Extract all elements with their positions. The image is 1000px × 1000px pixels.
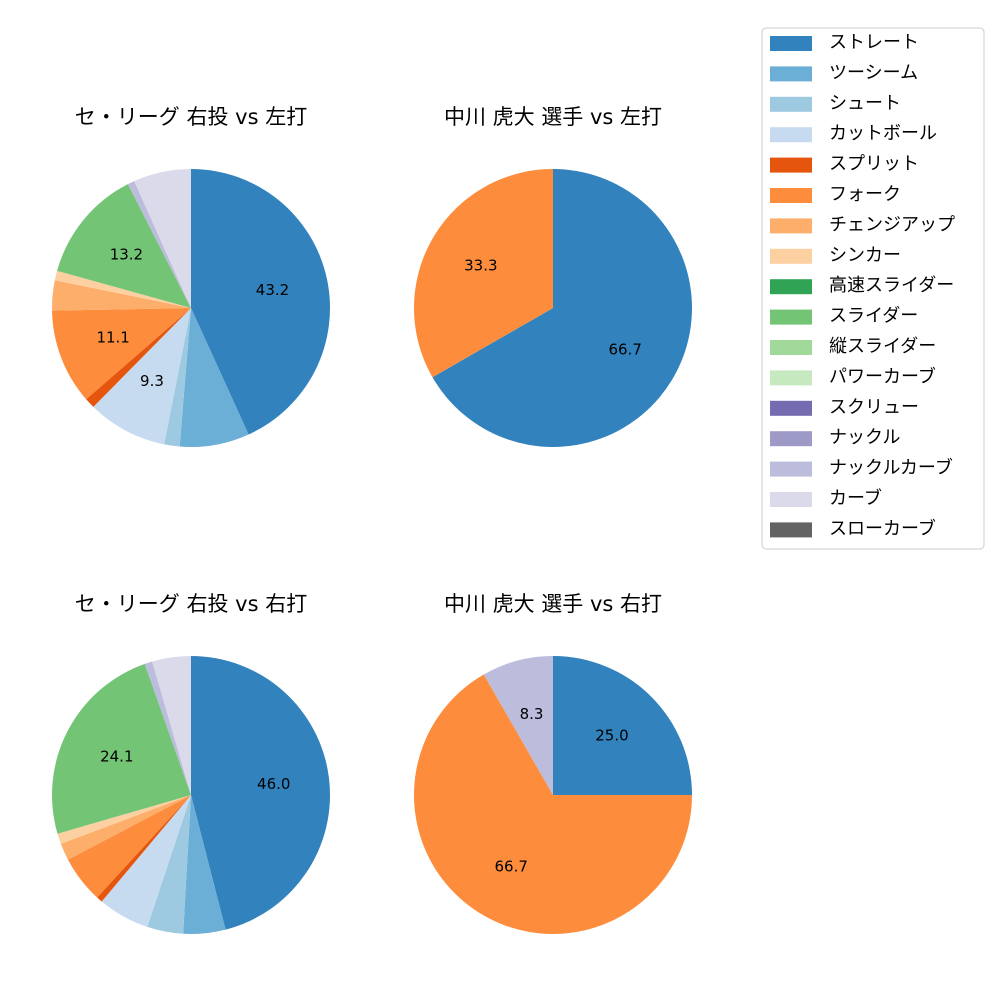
legend-label: 縦スライダー <box>829 336 936 357</box>
legend-swatch <box>770 279 812 295</box>
legend-swatch <box>770 127 812 143</box>
slice-label: 43.2 <box>256 281 289 299</box>
slice-label: 9.3 <box>140 372 164 390</box>
pie-slice <box>86 308 191 407</box>
slice-label: 66.7 <box>608 340 641 358</box>
legend-swatch <box>770 66 812 82</box>
pie-slice <box>57 795 191 844</box>
legend-swatch <box>770 370 812 386</box>
pie-slice <box>67 795 191 898</box>
pie-slice <box>553 656 692 795</box>
slice-label: 11.1 <box>96 328 129 346</box>
pie-slice <box>101 795 191 927</box>
legend-label: シュート <box>829 93 901 114</box>
pie-slice <box>432 169 692 448</box>
legend-label: シンカー <box>829 245 901 266</box>
legend-label: ナックルカーブ <box>829 457 953 479</box>
legend-swatch <box>770 248 812 264</box>
legend-label: スプリット <box>829 154 919 175</box>
legend-label: スクリュー <box>829 397 919 418</box>
pie-slice <box>152 656 191 795</box>
legend-swatch <box>770 218 812 234</box>
legend-swatch <box>770 96 812 112</box>
legend-swatch <box>770 157 812 173</box>
legend-label: ナックル <box>829 427 900 448</box>
pie-slice <box>191 168 331 435</box>
chart-title: 中川 虎大 選手 vs 左打 <box>444 105 662 129</box>
legend-label: フォーク <box>829 184 901 205</box>
slice-label: 46.0 <box>257 775 290 793</box>
pie-slice <box>147 795 191 934</box>
legend-swatch <box>770 431 812 447</box>
pie-slice <box>97 795 191 902</box>
pie-slice <box>414 169 553 378</box>
chart-title: セ・リーグ 右投 vs 左打 <box>75 105 307 129</box>
pie-slice <box>57 184 192 308</box>
legend-label: チェンジアップ <box>829 214 955 235</box>
legend-label: パワーカーブ <box>829 365 936 387</box>
legend-label: カットボール <box>829 123 937 144</box>
legend-label: ストレート <box>829 32 919 53</box>
slice-label: 66.7 <box>495 858 528 876</box>
legend-label: ツーシーム <box>829 62 918 83</box>
slice-label: 25.0 <box>595 727 628 745</box>
slice-label: 8.3 <box>520 705 544 723</box>
pie-slice <box>51 280 191 311</box>
legend-label: 高速スライダー <box>829 275 954 296</box>
slice-label: 24.1 <box>100 747 133 765</box>
pie-slice <box>183 795 226 935</box>
legend-swatch <box>770 522 812 538</box>
legend-label: スローカーブ <box>829 517 936 539</box>
pie-slice <box>144 661 191 795</box>
slice-label: 33.3 <box>464 257 497 275</box>
slice-label: 13.2 <box>110 246 143 264</box>
pie-slice <box>191 656 331 930</box>
legend-label: カーブ <box>829 487 882 509</box>
legend-label: スライダー <box>829 306 918 327</box>
legend-swatch <box>770 309 812 325</box>
legend-box <box>761 27 985 550</box>
chart-title: セ・リーグ 右投 vs 右打 <box>75 592 307 616</box>
pie-slice <box>134 169 191 308</box>
pie-slice <box>483 656 553 795</box>
pie-slice <box>164 308 191 447</box>
pie-slice <box>127 181 191 308</box>
pie-slice <box>54 270 192 308</box>
chart-title: 中川 虎大 選手 vs 右打 <box>444 592 662 616</box>
legend-swatch <box>770 340 812 355</box>
pie-slice <box>52 663 191 834</box>
pie-slice <box>414 674 692 935</box>
legend-swatch <box>770 400 812 416</box>
pie-slice <box>93 308 191 445</box>
legend-swatch <box>770 36 812 51</box>
pie-slice <box>60 795 191 860</box>
pie-slice <box>52 308 192 400</box>
legend-swatch <box>770 492 812 507</box>
pie-slice <box>179 308 249 447</box>
legend-swatch <box>770 188 812 203</box>
legend-swatch <box>770 461 812 477</box>
